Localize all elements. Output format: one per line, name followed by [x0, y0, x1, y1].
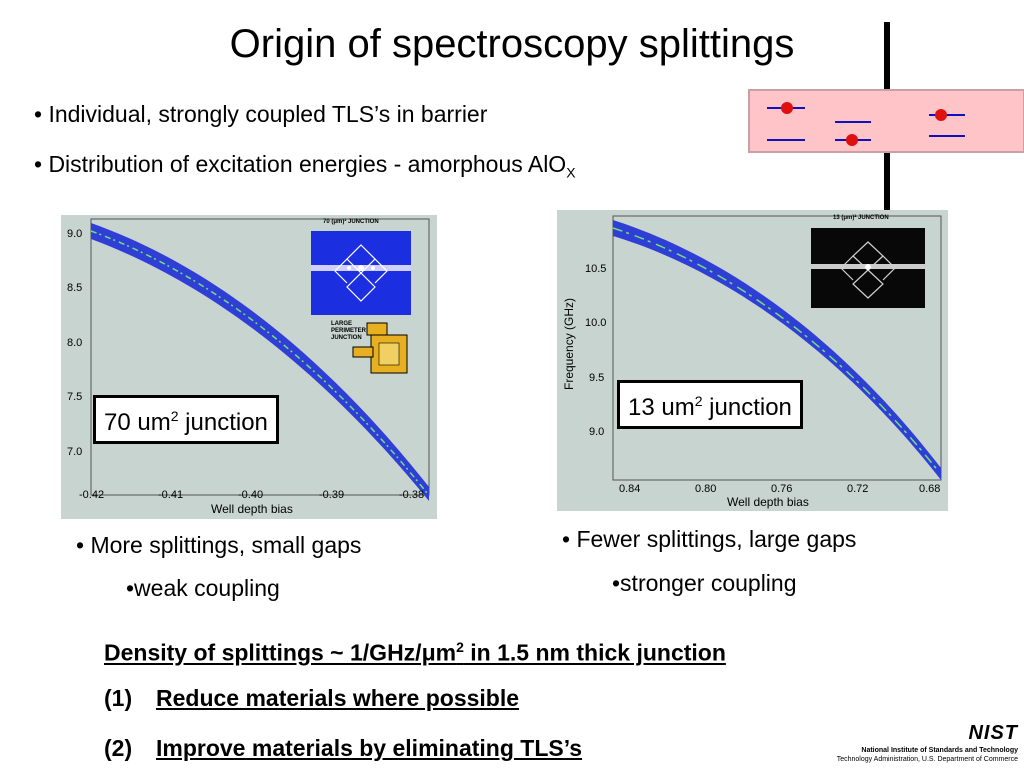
- right-junction-drawing: [811, 241, 925, 299]
- density-sup: 2: [456, 639, 464, 655]
- left-junction-label: 70 um2 junction: [93, 395, 279, 444]
- large-perimeter-junction-image: [352, 322, 408, 374]
- right-ytick: 9.0: [589, 426, 604, 438]
- right-xtick: 0.80: [695, 483, 716, 495]
- tls-particle: [846, 134, 858, 146]
- left-xtick: -0.40: [238, 489, 263, 501]
- right-xtick: 0.76: [771, 483, 792, 495]
- density-text-b: in 1.5 nm thick junction: [463, 639, 726, 666]
- left-xtick: -0.41: [158, 489, 183, 501]
- bullet-distribution: • Distribution of excitation energies - …: [34, 150, 576, 187]
- left-ytick: 7.5: [67, 391, 82, 403]
- left-caption-1: • More splittings, small gaps: [76, 532, 362, 558]
- left-label-tail: junction: [178, 409, 268, 436]
- inset2-label-line: LARGE: [331, 321, 352, 327]
- item2-number: (2): [104, 735, 133, 761]
- nist-org-name: National Institute of Standards and Tech…: [861, 747, 1018, 754]
- nist-footer: NIST National Institute of Standards and…: [816, 722, 1022, 766]
- item2-text: Improve materials by eliminating TLS’s: [156, 735, 583, 761]
- nist-logo: NIST: [968, 722, 1018, 744]
- left-junction-drawing: [311, 244, 411, 302]
- right-caption-2: •stronger coupling: [612, 570, 797, 596]
- right-ytick: 10.0: [585, 317, 606, 329]
- inset2-label-line: JUNCTION: [331, 335, 362, 341]
- left-junction-inset: [311, 231, 411, 315]
- barrier-region: [748, 89, 1024, 153]
- left-label-sup: 2: [170, 408, 179, 424]
- left-xtick: -0.42: [79, 489, 104, 501]
- right-x-ticks: 0.84 0.80 0.76 0.72 0.68: [619, 483, 940, 495]
- left-x-ticks: -0.42 -0.41 -0.40 -0.39 -0.38: [79, 489, 424, 501]
- right-junction-inset: [811, 228, 925, 308]
- right-spectral-band: [613, 220, 941, 480]
- density-statement: Density of splittings ~ 1/GHz/μm2 in 1.5…: [104, 633, 726, 667]
- top-wire: [884, 22, 890, 92]
- right-y-ticks: 10.5 10.0 9.5 9.0: [585, 263, 606, 438]
- tls-particle: [935, 109, 947, 121]
- left-caption-2: •weak coupling: [126, 575, 280, 601]
- right-label-tail: junction: [702, 394, 792, 421]
- right-label-main: 13 um: [628, 394, 695, 421]
- right-ytick: 10.5: [585, 263, 606, 275]
- right-xtick: 0.84: [619, 483, 640, 495]
- left-ytick: 8.0: [67, 337, 82, 349]
- right-spectroscopy-plot: 10.5 10.0 9.5 9.0 Frequency (GHz) 0.84 0…: [557, 210, 948, 511]
- tls-particle: [781, 102, 793, 114]
- density-text-a: Density of splittings ~ 1/GHz/μm: [104, 639, 457, 666]
- inset2-label-line: PERIMETER: [331, 328, 367, 334]
- right-ytick: 9.5: [589, 372, 604, 384]
- nist-dept-name: Technology Administration, U.S. Departme…: [836, 756, 1018, 763]
- right-label-sup: 2: [694, 393, 703, 409]
- slide-title: Origin of spectroscopy splittings: [229, 22, 795, 66]
- left-spectral-band: [91, 223, 429, 501]
- left-xtick: -0.39: [319, 489, 344, 501]
- left-y-ticks: 9.0 8.5 8.0 7.5 7.0: [67, 228, 82, 458]
- right-xtick: 0.72: [847, 483, 868, 495]
- bullet-individual-tls: • Individual, strongly coupled TLS’s in …: [34, 101, 488, 127]
- right-plot-svg: 10.5 10.0 9.5 9.0 Frequency (GHz) 0.84 0…: [562, 215, 942, 509]
- left-xtick: -0.38: [399, 489, 424, 501]
- right-inset-title: 13 (μm)² JUNCTION: [833, 215, 889, 221]
- right-ylabel: Frequency (GHz): [562, 298, 576, 390]
- right-xtick: 0.68: [919, 483, 940, 495]
- right-junction-label: 13 um2 junction: [617, 380, 803, 429]
- right-caption-1: • Fewer splittings, large gaps: [562, 526, 857, 552]
- bullet-distribution-text: • Distribution of excitation energies - …: [34, 151, 567, 177]
- left-ytick: 7.0: [67, 446, 82, 458]
- item1-text: Reduce materials where possible: [156, 685, 520, 711]
- left-xlabel: Well depth bias: [211, 502, 293, 516]
- right-xlabel: Well depth bias: [727, 495, 809, 509]
- bottom-wire: [884, 150, 890, 212]
- left-spectroscopy-plot: 9.0 8.5 8.0 7.5 7.0 -0.42 -0.41 -0.40 -0…: [61, 215, 437, 519]
- bullet-distribution-subscript: X: [566, 164, 576, 181]
- tls-barrier-diagram: [748, 22, 1024, 212]
- left-label-main: 70 um: [104, 409, 171, 436]
- item1-number: (1): [104, 685, 133, 711]
- left-inset2-label: LARGE PERIMETER JUNCTION: [331, 321, 366, 342]
- left-resonance-trace: [90, 230, 428, 494]
- left-ytick: 9.0: [67, 228, 82, 240]
- left-inset-title: 70 (μm)² JUNCTION: [323, 219, 379, 225]
- left-ytick: 8.5: [67, 282, 82, 294]
